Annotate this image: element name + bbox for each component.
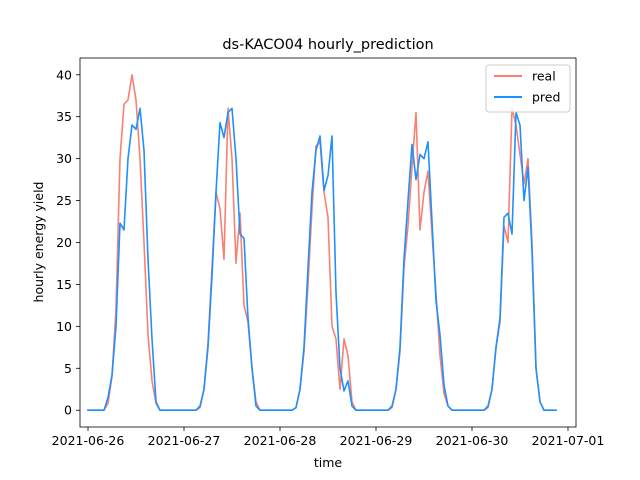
x-axis-label: time [314,455,343,470]
series-line-pred [87,107,557,412]
legend-label-pred: pred [532,90,560,105]
series-layer [87,73,557,412]
x-tick-label: 2021-06-27 [148,433,221,448]
y-tick-label: 30 [56,151,72,166]
y-tick-label: 20 [56,235,72,250]
legend-label-real: real [532,69,556,84]
legend-box [485,64,571,113]
x-tick-label: 2021-06-28 [244,433,317,448]
x-tick-label: 2021-07-01 [532,433,605,448]
x-axis: 2021-06-26 2021-06-27 2021-06-28 2021-06-29… [52,427,605,448]
y-tick-label: 25 [56,193,72,208]
y-tick-label: 35 [56,109,72,124]
y-axis: 0 5 10 15 20 25 30 35 40 [56,67,80,418]
chart-title: ds-KACO04 hourly_prediction [222,37,433,53]
y-tick-label: 5 [64,361,72,376]
y-axis-label: hourly energy yield [31,182,46,303]
y-tick-label: 10 [56,319,72,334]
legend: real pred [485,64,571,113]
x-tick-label: 2021-06-26 [52,433,125,448]
y-tick-label: 40 [56,67,72,82]
x-tick-label: 2021-06-30 [436,433,509,448]
y-tick-label: 0 [64,403,72,418]
y-tick-label: 15 [56,277,72,292]
x-tick-label: 2021-06-29 [340,433,413,448]
